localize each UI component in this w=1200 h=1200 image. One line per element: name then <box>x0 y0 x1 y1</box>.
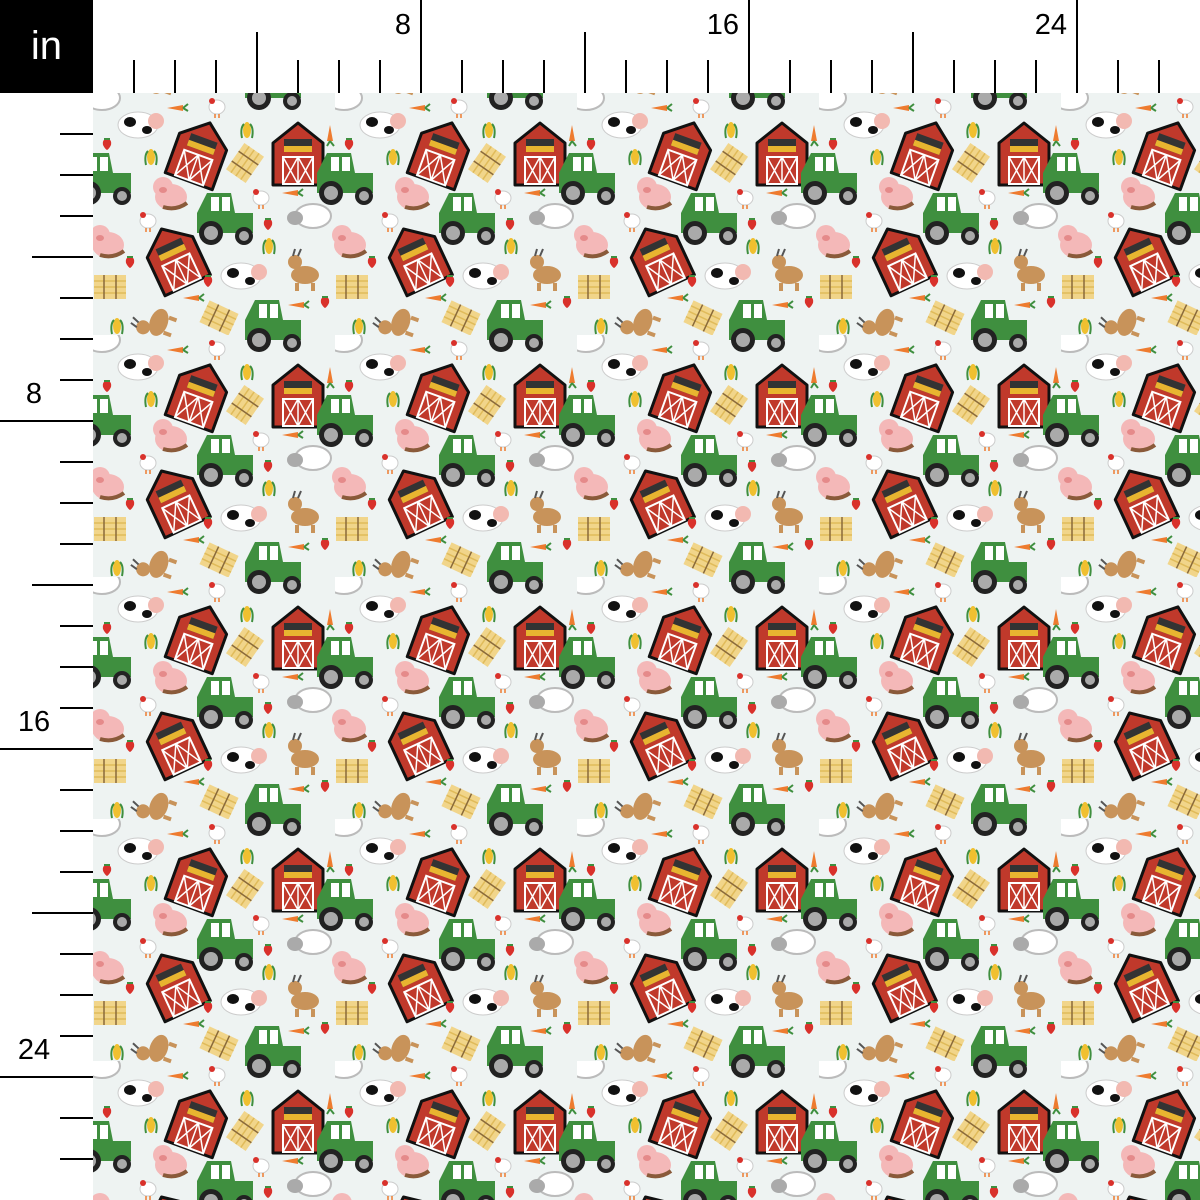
left-ruler-label: 8 <box>26 378 42 410</box>
top-ruler-label: 8 <box>395 9 411 41</box>
fabric-pattern-swatch <box>93 93 1200 1200</box>
top-ruler <box>93 0 1200 93</box>
top-ruler-label: 16 <box>707 9 739 41</box>
left-ruler <box>0 93 93 1200</box>
top-ruler-label: 24 <box>1035 9 1067 41</box>
left-ruler-label: 24 <box>18 1034 50 1066</box>
left-ruler-label: 16 <box>18 706 50 738</box>
unit-label: in <box>0 0 93 93</box>
